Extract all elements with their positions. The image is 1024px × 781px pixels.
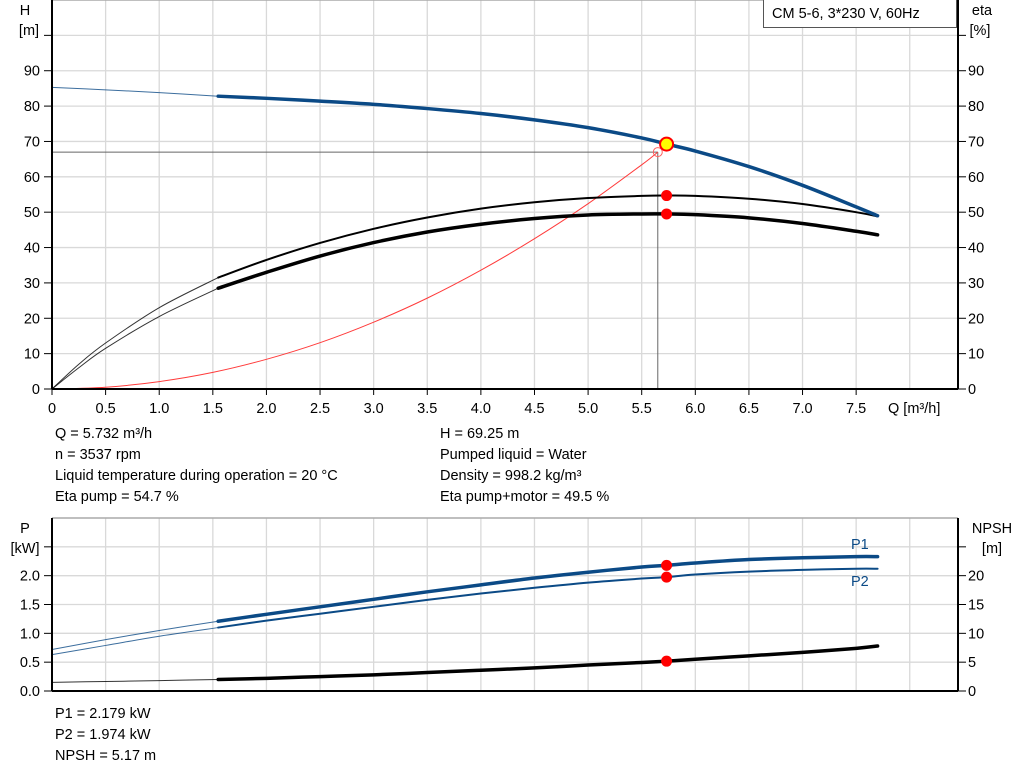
info-density: Density = 998.2 kg/m³: [440, 468, 582, 484]
y-tick-label: 0: [32, 382, 40, 398]
y-tick-label-right: 60: [968, 170, 984, 186]
eta-pump-marker: [661, 190, 673, 202]
x-tick-label: 2.0: [256, 401, 276, 417]
chart-marks: [51, 86, 880, 683]
operating-info-left: Q = 5.732 m³/h n = 3537 rpm Liquid tempe…: [55, 424, 338, 508]
y-tick-label: 10: [24, 347, 40, 363]
head-curve-thin: [51, 86, 219, 97]
top-y-label-left-1: H: [20, 3, 30, 19]
info-eta-pump: Eta pump = 54.7 %: [55, 489, 179, 505]
y-tick-label-right: 0: [968, 382, 976, 398]
info-temperature: Liquid temperature during operation = 20…: [55, 468, 338, 484]
p2-curve-thin: [51, 627, 219, 656]
y-tick-label: 40: [24, 241, 40, 257]
x-tick-label: 2.5: [310, 401, 330, 417]
info-flow: Q = 5.732 m³/h: [55, 426, 153, 442]
x-tick-label: 1.0: [149, 401, 169, 417]
x-tick-label: 0: [48, 401, 56, 417]
y-tick-label-right: 50: [968, 205, 984, 221]
eta-pump-curve: [217, 194, 879, 279]
y-tick-label: 60: [24, 170, 40, 186]
y-tick-label-right: 10: [968, 626, 984, 642]
npsh-marker: [661, 655, 673, 667]
p2-series-label: P2: [851, 574, 869, 590]
info-head: H = 69.25 m: [440, 426, 520, 442]
duty-point-marker: [659, 136, 675, 152]
required-point-marker: [652, 147, 663, 158]
info-p2: P2 = 1.974 kW: [55, 727, 151, 743]
top-x-label: Q [m³/h]: [888, 401, 940, 417]
y-tick-label: 0.0: [20, 684, 40, 700]
bottom-y-label-right-1: NPSH: [972, 521, 1012, 537]
top-y-label-right-1: eta: [972, 3, 993, 19]
y-tick-label: 2.0: [20, 569, 40, 585]
y-tick-label-right: 20: [968, 569, 984, 585]
p1-series-label: P1: [851, 537, 869, 553]
bottom-y-label-left-1: P: [20, 521, 30, 537]
chart-title-box: CM 5-6, 3*230 V, 60Hz: [763, 0, 957, 28]
y-tick-label: 30: [24, 276, 40, 292]
p2-marker: [661, 571, 673, 583]
x-tick-label: 1.5: [203, 401, 223, 417]
y-tick-label-right: 0: [968, 684, 976, 700]
x-tick-label: 3.5: [417, 401, 437, 417]
info-npsh: NPSH = 5.17 m: [55, 748, 157, 764]
npsh-curve: [216, 644, 880, 682]
top-y-label-right-2: [%]: [970, 23, 991, 39]
y-tick-label: 80: [24, 99, 40, 115]
head-curve: [216, 94, 880, 218]
y-tick-label: 50: [24, 205, 40, 221]
y-tick-label-right: 80: [968, 99, 984, 115]
x-tick-label: 6.0: [685, 401, 705, 417]
x-tick-label: 7.5: [846, 401, 866, 417]
npsh-curve-thin: [51, 678, 219, 683]
p1-marker: [661, 559, 673, 571]
x-tick-label: 6.5: [739, 401, 759, 417]
x-tick-label: 4.5: [524, 401, 544, 417]
p2-curve: [217, 567, 879, 629]
info-p1: P1 = 2.179 kW: [55, 706, 151, 722]
y-tick-label-right: 40: [968, 241, 984, 257]
x-tick-label: 3.0: [364, 401, 384, 417]
y-tick-label-right: 15: [968, 598, 984, 614]
bottom-chart-grid: [52, 518, 958, 691]
chart-labels: H [m] eta [%] Q [m³/h] P [kW] NPSH [m] P…: [11, 3, 1013, 700]
p1-curve: [216, 554, 880, 623]
y-tick-label: 1.5: [20, 598, 40, 614]
y-tick-label: 70: [24, 134, 40, 150]
chart-axes: [44, 0, 966, 692]
info-liquid: Pumped liquid = Water: [440, 447, 587, 463]
eta-pump-motor-curve-thin: [51, 287, 219, 390]
system-curve: [51, 151, 659, 390]
y-tick-label-right: 5: [968, 655, 976, 671]
info-eta-pump-motor: Eta pump+motor = 49.5 %: [440, 489, 610, 505]
y-tick-label-right: 10: [968, 347, 984, 363]
y-tick-label-right: 30: [968, 276, 984, 292]
x-tick-label: 5.5: [632, 401, 652, 417]
bottom-y-label-right-2: [m]: [982, 541, 1002, 557]
y-tick-label: 1.0: [20, 626, 40, 642]
y-tick-label: 0.5: [20, 655, 40, 671]
x-tick-label: 0.5: [96, 401, 116, 417]
eta-pump-motor-curve: [216, 212, 880, 290]
y-tick-label-right: 70: [968, 134, 984, 150]
info-speed: n = 3537 rpm: [55, 447, 141, 463]
top-y-label-left-2: [m]: [19, 23, 39, 39]
operating-info-right: H = 69.25 m Pumped liquid = Water Densit…: [440, 424, 609, 508]
x-tick-label: 5.0: [578, 401, 598, 417]
y-tick-label: 20: [24, 311, 40, 327]
p1-curve-thin: [51, 620, 219, 650]
y-tick-label-right: 90: [968, 64, 984, 80]
y-tick-label-right: 20: [968, 311, 984, 327]
bottom-y-label-left-2: [kW]: [11, 541, 40, 557]
top-chart-grid: [52, 0, 958, 389]
x-tick-label: 4.0: [471, 401, 491, 417]
eta-pump-curve-thin: [51, 277, 219, 390]
y-tick-label: 90: [24, 64, 40, 80]
eta-pump-motor-marker: [661, 208, 673, 220]
x-tick-label: 7.0: [792, 401, 812, 417]
power-info: P1 = 2.179 kW P2 = 1.974 kW NPSH = 5.17 …: [55, 704, 156, 767]
